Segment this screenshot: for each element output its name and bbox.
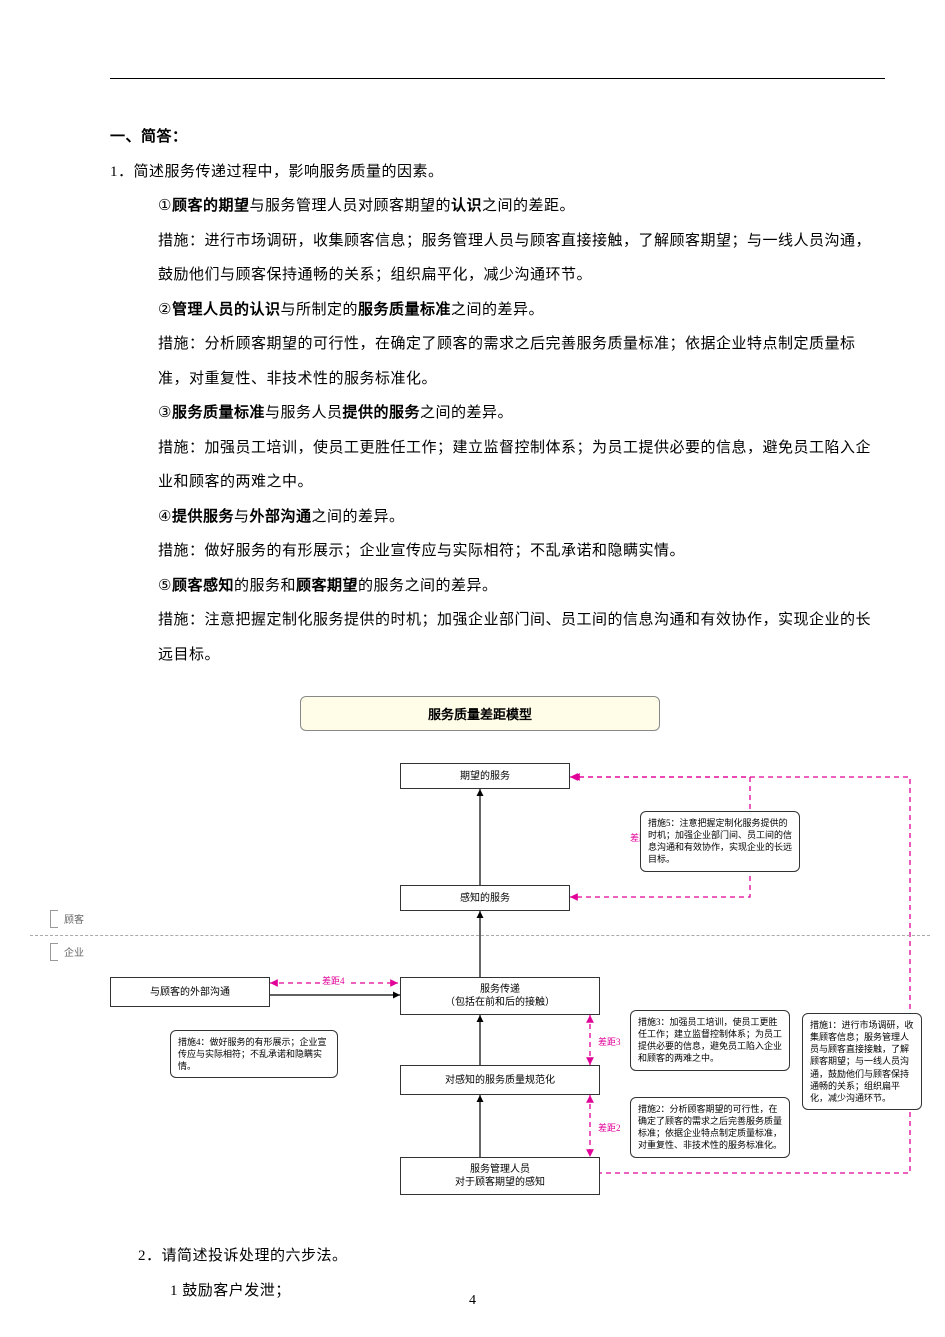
gap-3-measure: 措施：加强员工培训，使员工更胜任工作；建立监督控制体系；为员工提供必要的信息，避… [110, 431, 885, 500]
section-heading: 一、简答： [110, 120, 885, 155]
horizontal-rule [110, 78, 885, 79]
gap2-label: 差距2 [596, 1121, 623, 1134]
bold-text: 服务质量标准 [172, 405, 265, 421]
gap-1-measure: 措施：进行市场调研，收集顾客信息；服务管理人员与顾客直接接触，了解顾客期望；与一… [110, 224, 885, 293]
gap3-label: 差距3 [596, 1035, 623, 1048]
text: ③ [158, 405, 172, 421]
node-external-comm: 与顾客的外部沟通 [110, 977, 270, 1007]
bold-text: 提供服务 [172, 509, 234, 525]
gap-5-measure: 措施：注意把握定制化服务提供的时机；加强企业部门间、员工间的信息沟通和有效协作，… [110, 603, 885, 672]
company-label: 企业 [64, 944, 84, 959]
gap-4-title: ④提供服务与外部沟通之间的差异。 [110, 500, 885, 535]
node-service-standard: 对感知的服务质量规范化 [400, 1065, 600, 1095]
diagram-container: 服务质量差距模型 [30, 696, 930, 1205]
page-number: 4 [0, 1293, 945, 1309]
node-perceived-service: 感知的服务 [400, 885, 570, 911]
customer-label: 顾客 [64, 911, 84, 926]
note-measure-2: 措施2：分析顾客期望的可行性，在确定了顾客的需求之后完善服务质量标准；依据企业特… [630, 1097, 790, 1158]
gap-2-measure: 措施：分析顾客期望的可行性，在确定了顾客的需求之后完善服务质量标准；依据企业特点… [110, 327, 885, 396]
bold-text: 顾客感知 [172, 578, 234, 594]
bold-text: 顾客的期望 [172, 198, 250, 214]
text: ① [158, 198, 172, 214]
text: 措施：注意把握定制化服务提供的时机；加强企业部门间、员工间的信息沟通和有效协作，… [158, 612, 871, 663]
gap-5-title: ⑤顾客感知的服务和顾客期望的服务之间的差异。 [110, 569, 885, 604]
text: ② [158, 302, 172, 318]
bracket-company [50, 943, 58, 961]
bold-text: 提供的服务 [342, 405, 420, 421]
node-expected-service: 期望的服务 [400, 763, 570, 789]
gap-4-measure: 措施：做好服务的有形展示；企业宣传应与实际相符；不乱承诺和隐瞒实情。 [110, 534, 885, 569]
text: 与服务管理人员对顾客期望的 [249, 198, 451, 214]
text: 措施：做好服务的有形展示；企业宣传应与实际相符；不乱承诺和隐瞒实情。 [158, 543, 685, 559]
text: ④ [158, 509, 172, 525]
bold-text: 服务质量标准 [358, 302, 451, 318]
bracket-customer [50, 910, 58, 928]
gap-1-title: ①顾客的期望与服务管理人员对顾客期望的认识之间的差距。 [110, 189, 885, 224]
text: 之间的差异。 [312, 509, 405, 525]
gap-model-diagram: 顾客 企业 期望的服务 感知的服务 服务传递 （包括在前和后的接触） 对感知的服… [30, 745, 930, 1205]
text: 与服务人员 [265, 405, 343, 421]
node-mgmt-perception: 服务管理人员 对于顾客期望的感知 [400, 1157, 600, 1195]
text: 与所制定的 [280, 302, 358, 318]
text: 之间的差异。 [420, 405, 513, 421]
text: 与 [234, 509, 250, 525]
text: 措施：进行市场调研，收集顾客信息；服务管理人员与顾客直接接触，了解顾客期望；与一… [158, 233, 871, 284]
gap4-label: 差距4 [320, 974, 347, 987]
text: 之间的差距。 [482, 198, 575, 214]
bold-text: 顾客期望 [296, 578, 358, 594]
note-measure-4: 措施4：做好服务的有形展示；企业宣传应与实际相符；不乱承诺和隐瞒实情。 [170, 1030, 338, 1078]
text: 措施：分析顾客期望的可行性，在确定了顾客的需求之后完善服务质量标准；依据企业特点… [158, 336, 856, 387]
diagram-title: 服务质量差距模型 [300, 696, 660, 731]
note-measure-5: 措施5：注意把握定制化服务提供的时机；加强企业部门间、员工间的信息沟通和有效协作… [640, 811, 800, 872]
question-2: 2．请简述投诉处理的六步法。 [110, 1239, 885, 1274]
bold-text: 认识 [451, 198, 482, 214]
text: 的服务和 [234, 578, 296, 594]
bold-text: 管理人员的认识 [172, 302, 281, 318]
note-measure-1: 措施1：进行市场调研，收集顾客信息；服务管理人员与顾客直接接触，了解顾客期望；与… [802, 1013, 922, 1110]
bold-text: 外部沟通 [249, 509, 311, 525]
main-content: 一、简答： 1．简述服务传递过程中，影响服务质量的因素。 ①顾客的期望与服务管理… [110, 120, 885, 1308]
text: ⑤ [158, 578, 172, 594]
text: 措施：加强员工培训，使员工更胜任工作；建立监督控制体系；为员工提供必要的信息，避… [158, 440, 871, 491]
text: 的服务之间的差异。 [358, 578, 498, 594]
text: 之间的差异。 [451, 302, 544, 318]
question-1: 1．简述服务传递过程中，影响服务质量的因素。 [110, 155, 885, 190]
gap-3-title: ③服务质量标准与服务人员提供的服务之间的差异。 [110, 396, 885, 431]
node-service-delivery: 服务传递 （包括在前和后的接触） [400, 977, 600, 1015]
divider-line [30, 935, 930, 936]
gap-2-title: ②管理人员的认识与所制定的服务质量标准之间的差异。 [110, 293, 885, 328]
note-measure-3: 措施3：加强员工培训，使员工更胜任工作；建立监督控制体系；为员工提供必要的信息，… [630, 1010, 790, 1071]
